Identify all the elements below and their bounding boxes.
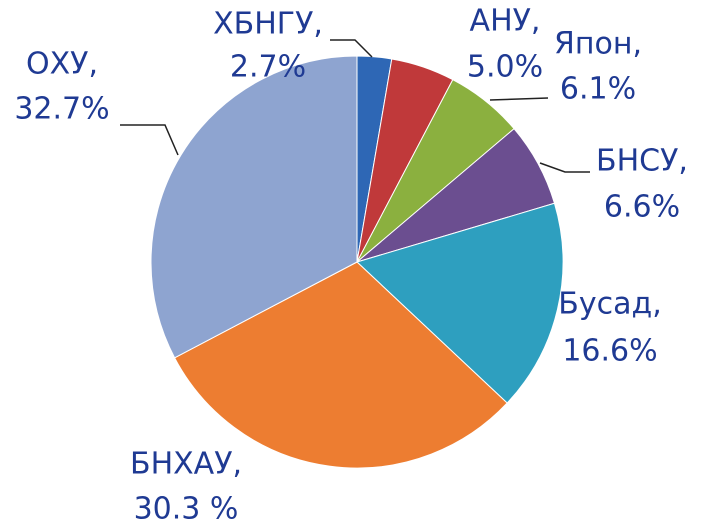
slice-label: Япон, <box>554 27 642 62</box>
leader-line <box>120 124 179 156</box>
slice-label: БНСУ, <box>596 144 688 179</box>
value-label: 6.1% <box>560 72 636 107</box>
slice-label: АНУ, <box>470 4 541 39</box>
value-label: 6.6% <box>604 190 680 225</box>
slice-label: ОХУ, <box>26 47 98 82</box>
leader-line <box>489 97 549 101</box>
value-label: 30.3 % <box>134 492 239 527</box>
pie-slice <box>356 202 564 404</box>
slice-label: Бусад, <box>558 287 662 322</box>
leader-line <box>539 162 590 173</box>
value-label: 2.7% <box>230 50 306 85</box>
value-label: 5.0% <box>467 50 543 85</box>
leader-line <box>330 39 373 58</box>
value-label: 32.7% <box>14 92 109 127</box>
slice-label: ХБНГУ, <box>213 7 323 42</box>
slice-label: БНХАУ, <box>130 447 242 482</box>
pie-slice <box>173 261 508 469</box>
pie <box>150 55 564 469</box>
value-label: 16.6% <box>562 334 657 369</box>
pie-slice <box>150 55 358 359</box>
